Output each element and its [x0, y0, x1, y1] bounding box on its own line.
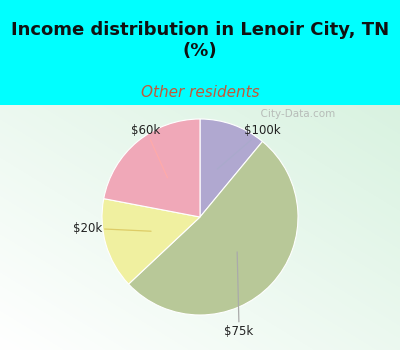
Text: $75k: $75k [224, 252, 254, 338]
Text: Other residents: Other residents [141, 85, 259, 100]
Text: $60k: $60k [131, 124, 168, 178]
Wedge shape [104, 119, 200, 217]
Wedge shape [128, 141, 298, 315]
Wedge shape [102, 199, 200, 284]
Text: Income distribution in Lenoir City, TN
(%): Income distribution in Lenoir City, TN (… [11, 21, 389, 60]
Wedge shape [200, 119, 262, 217]
Text: City-Data.com: City-Data.com [254, 109, 335, 119]
Text: $20k: $20k [73, 222, 151, 235]
Text: $100k: $100k [217, 124, 281, 169]
